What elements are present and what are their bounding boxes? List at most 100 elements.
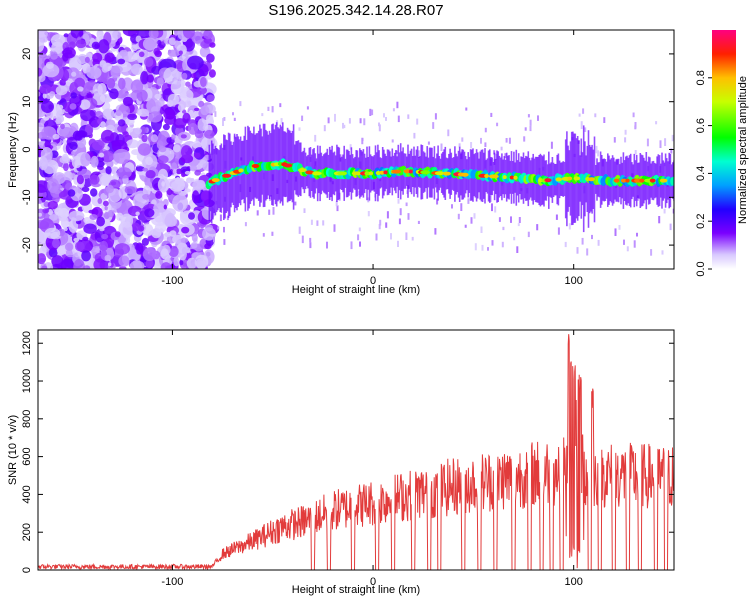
spectrogram-noise-cell bbox=[219, 214, 222, 222]
spectrogram-noise-cell bbox=[104, 206, 108, 211]
spectrogram-noise-cell bbox=[179, 88, 194, 102]
spectrogram-noise-cell bbox=[55, 85, 68, 96]
spectrogram-noise-cell bbox=[105, 185, 114, 194]
spectrogram-noise-cell bbox=[636, 232, 638, 237]
spectrogram-noise-cell bbox=[280, 118, 283, 125]
spectrogram-noise-cell bbox=[336, 205, 339, 212]
spectrogram-noise-cell bbox=[146, 98, 161, 114]
spectrogram-noise-cell bbox=[182, 30, 195, 39]
spectrogram-noise-cell bbox=[94, 228, 106, 243]
spectrogram-noise-cell bbox=[484, 142, 487, 147]
colorbar-tick-label: 0.2 bbox=[695, 214, 707, 229]
colorbar-tick-label: 0.6 bbox=[695, 118, 707, 133]
spectrogram-noise-cell bbox=[279, 103, 282, 108]
spectrogram-y-label: Frequency (Hz) bbox=[7, 112, 19, 188]
spectrogram-noise-cell bbox=[49, 91, 55, 97]
spectrogram-noise-cell bbox=[465, 107, 468, 111]
spectrogram-noise-cell bbox=[348, 118, 351, 124]
spectrogram-noise-cell bbox=[491, 240, 494, 246]
spectrogram-noise-cell bbox=[298, 226, 301, 234]
spectrogram-noise-cell bbox=[91, 41, 100, 50]
spectrogram-noise-cell bbox=[39, 84, 52, 94]
spectrogram-track-peak bbox=[298, 168, 307, 173]
spectrogram-noise-cell bbox=[160, 262, 172, 269]
spectrogram-noise-cell bbox=[411, 236, 414, 241]
spectrogram-noise-cell bbox=[104, 254, 112, 261]
spectrogram-noise-cell bbox=[501, 241, 504, 248]
spectrogram-noise-cell bbox=[186, 257, 197, 269]
snr-x-tick-label: 0 bbox=[370, 576, 376, 588]
spectrogram-noise-cell bbox=[167, 93, 180, 106]
colorbar-label: Normalized spectral amplitude bbox=[737, 76, 749, 224]
spectrogram-noise-cell bbox=[89, 174, 100, 185]
spectrogram-track-peak bbox=[211, 178, 220, 183]
spectrogram-noise-cell bbox=[69, 41, 76, 49]
spectrogram-noise-cell bbox=[134, 127, 142, 135]
colorbar-tick-label: 0.0 bbox=[695, 261, 707, 276]
spectrogram-noise-cell bbox=[52, 238, 60, 249]
snr-y-tick-label: 0 bbox=[21, 567, 33, 573]
spectrogram-noise-cell bbox=[54, 207, 63, 216]
spectrogram-noise-cell bbox=[83, 223, 97, 234]
spectrogram-noise-cell bbox=[223, 226, 225, 233]
spectrogram-noise-cell bbox=[68, 210, 85, 222]
spectrogram-noise-cell bbox=[38, 180, 50, 193]
spectrogram-track-peak bbox=[337, 171, 348, 176]
spectrogram-noise-cell bbox=[187, 55, 204, 70]
spectrogram-noise-cell bbox=[113, 148, 131, 164]
spectrogram-noise-cell bbox=[663, 208, 666, 214]
spectrogram-noise-cell bbox=[367, 197, 370, 203]
spectrogram-noise-cell bbox=[204, 243, 212, 250]
spectrogram-noise-cell bbox=[369, 108, 372, 116]
spectrogram-noise-cell bbox=[43, 116, 50, 121]
spectrogram-noise-cell bbox=[395, 150, 398, 155]
spectrogram-noise-cell bbox=[614, 228, 617, 236]
spectrogram-track-peak bbox=[555, 177, 562, 182]
spectrogram-noise-cell bbox=[205, 251, 211, 257]
spectrogram-noise-cell bbox=[335, 201, 338, 207]
spectrogram-track-peak bbox=[513, 175, 518, 180]
snr-x-tick-label: 100 bbox=[565, 576, 583, 588]
spectrogram-y-tick-label: 0 bbox=[21, 146, 33, 152]
spectrogram-noise-cell bbox=[191, 31, 204, 44]
spectrogram-noise-cell bbox=[93, 258, 106, 269]
spectrogram-noise-cell bbox=[73, 259, 85, 269]
spectrogram-noise-cell bbox=[135, 242, 144, 255]
spectrogram-noise-cell bbox=[38, 253, 47, 265]
spectrogram-noise-cell bbox=[158, 98, 165, 107]
spectrogram-noise-cell bbox=[168, 37, 176, 46]
spectrogram-track-cell bbox=[670, 176, 674, 186]
spectrogram-noise-cell bbox=[262, 233, 265, 237]
spectrogram-noise-cell bbox=[109, 88, 119, 100]
spectrogram-noise-cell bbox=[38, 212, 42, 217]
spectrogram-noise-cell bbox=[204, 129, 215, 139]
spectrogram-track-peak bbox=[238, 168, 244, 173]
spectrogram-noise-cell bbox=[42, 208, 50, 214]
spectrogram-noise-cell bbox=[58, 104, 64, 110]
spectrogram-noise-cell bbox=[194, 169, 201, 176]
spectrogram-noise-cell bbox=[141, 237, 149, 246]
spectrogram-noise-cell bbox=[52, 133, 60, 140]
spectrogram-noise-cell bbox=[117, 119, 126, 127]
spectrogram-track-peak bbox=[625, 178, 630, 183]
spectrogram-noise-cell bbox=[164, 215, 178, 227]
spectrogram-noise-cell bbox=[105, 166, 112, 175]
snr-y-tick-label: 800 bbox=[21, 410, 33, 428]
spectrogram-noise-cell bbox=[160, 248, 169, 260]
spectrogram-noise-cell bbox=[78, 31, 84, 36]
spectrogram-noise-cell bbox=[145, 156, 154, 166]
spectrogram-noise-cell bbox=[119, 49, 128, 57]
spectrogram-noise-cell bbox=[434, 113, 437, 120]
spectrogram-noise-cell bbox=[502, 226, 505, 231]
spectrogram-track-peak bbox=[649, 178, 656, 183]
spectrogram-noise-cell bbox=[71, 155, 82, 169]
spectrogram-noise-cell bbox=[38, 56, 46, 70]
spectrogram-noise-cell bbox=[633, 240, 636, 248]
spectrogram-noise-cell bbox=[184, 99, 192, 108]
spectrogram-noise-cell bbox=[361, 137, 364, 141]
spectrogram-noise-cell bbox=[407, 114, 410, 119]
spectrogram-noise-cell bbox=[157, 155, 169, 164]
spectrogram-noise-cell bbox=[70, 92, 78, 99]
spectrogram-noise-cell bbox=[518, 217, 521, 223]
